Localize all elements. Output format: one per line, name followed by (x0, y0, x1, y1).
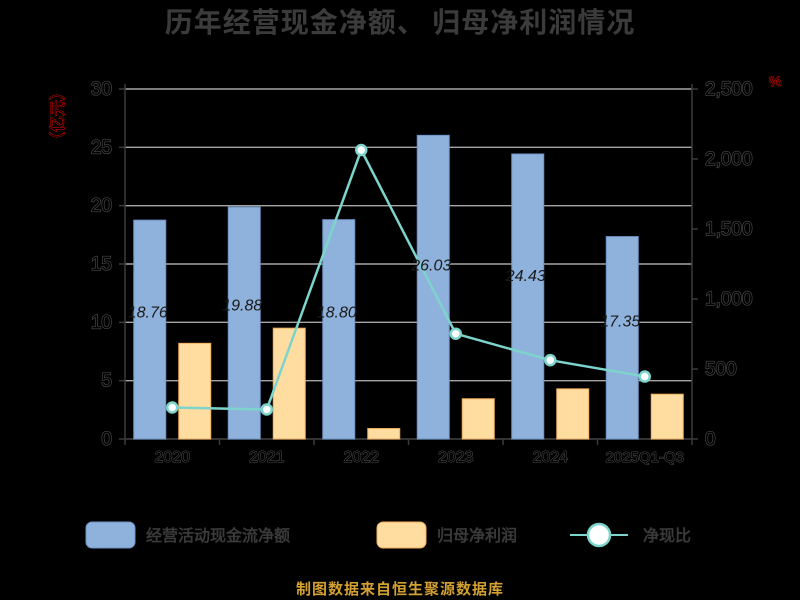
svg-text:0: 0 (705, 429, 716, 450)
svg-text:19.88: 19.88 (222, 297, 262, 314)
svg-text:经营活动现金流净额: 经营活动现金流净额 (146, 526, 290, 545)
svg-text:2024: 2024 (532, 449, 568, 466)
svg-text:500: 500 (705, 359, 737, 380)
svg-text:2021: 2021 (249, 449, 285, 466)
svg-text:24.43: 24.43 (505, 268, 546, 285)
svg-text:（亿元）: （亿元） (49, 84, 67, 148)
svg-text:2025Q1-Q3: 2025Q1-Q3 (606, 449, 684, 466)
svg-text:26.03: 26.03 (410, 257, 451, 274)
svg-text:30: 30 (91, 79, 112, 100)
svg-text:净现比: 净现比 (643, 526, 691, 545)
svg-text:17.35: 17.35 (600, 314, 640, 331)
svg-text:2,000: 2,000 (705, 149, 753, 170)
svg-text:18.76: 18.76 (128, 305, 168, 322)
svg-text:%: % (769, 73, 781, 89)
svg-text:0: 0 (101, 429, 112, 450)
svg-text:2,500: 2,500 (705, 79, 753, 100)
svg-text:15: 15 (91, 254, 112, 275)
svg-text:5: 5 (101, 371, 112, 392)
svg-text:2020: 2020 (154, 449, 190, 466)
svg-text:2023: 2023 (438, 449, 474, 466)
svg-text:25: 25 (91, 137, 112, 158)
svg-text:20: 20 (91, 196, 112, 217)
svg-text:2022: 2022 (343, 449, 379, 466)
svg-text:18.80: 18.80 (317, 304, 357, 321)
svg-text:10: 10 (91, 312, 112, 333)
svg-text:1,500: 1,500 (705, 219, 753, 240)
svg-text:1,000: 1,000 (705, 289, 753, 310)
svg-text:归母净利润: 归母净利润 (437, 526, 517, 545)
